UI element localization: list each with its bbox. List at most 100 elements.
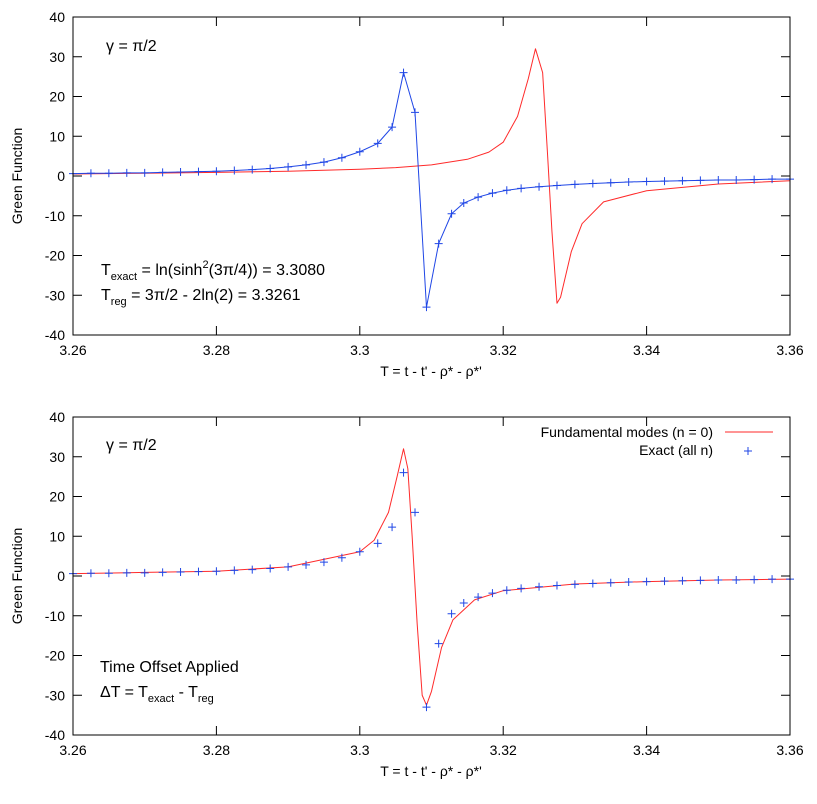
top-series-1-point bbox=[606, 178, 615, 187]
top-series-1-point bbox=[768, 175, 777, 184]
bottom-series-1-point bbox=[588, 579, 597, 588]
bottom-y-tick-label: -40 bbox=[45, 727, 65, 743]
bottom-series-1-point bbox=[319, 558, 328, 567]
bottom-y-tick-label: -30 bbox=[45, 687, 65, 703]
top-series-1-point bbox=[230, 166, 239, 175]
bottom-series-1-point bbox=[355, 547, 364, 556]
bottom-plot-frame bbox=[72, 416, 791, 736]
top-y-tick-label: -40 bbox=[45, 327, 65, 343]
bottom-series-1-point bbox=[388, 523, 397, 532]
top-series-1-point bbox=[535, 182, 544, 191]
top-series-1-point bbox=[624, 177, 633, 186]
bottom-series-1-point bbox=[732, 575, 741, 584]
legend-label-fundamental: Fundamental modes (n = 0) bbox=[541, 424, 713, 440]
bottom-series-1-point bbox=[158, 568, 167, 577]
bottom-series-1-point bbox=[411, 508, 420, 517]
bottom-series-1-point bbox=[434, 639, 443, 648]
top-x-tick-labels: 3.26 3.28 3.3 3.32 3.34 3.36 bbox=[59, 342, 803, 358]
top-series-1-point bbox=[488, 189, 497, 198]
top-series-1-point bbox=[678, 176, 687, 185]
bottom-series-1-point bbox=[447, 609, 456, 618]
bottom-series-1-point bbox=[660, 577, 669, 586]
top-series-1-point bbox=[459, 199, 468, 208]
bottom-x-tick-labels: 3.26 3.28 3.3 3.32 3.34 3.36 bbox=[59, 742, 803, 758]
top-series-1-point bbox=[660, 177, 669, 186]
bottom-series-1-point bbox=[750, 575, 759, 584]
top-y-tick-label: 0 bbox=[57, 168, 65, 184]
top-x-tick-label: 3.36 bbox=[776, 342, 803, 358]
bottom-y-tick-label: 40 bbox=[49, 409, 65, 425]
bottom-series-1-point bbox=[570, 580, 579, 589]
bottom-series-1-point bbox=[606, 578, 615, 587]
bottom-series-1-point bbox=[502, 586, 511, 595]
bottom-x-tick-label: 3.36 bbox=[776, 742, 803, 758]
bottom-series-1-point bbox=[104, 569, 113, 578]
top-x-tick-label: 3.28 bbox=[203, 342, 230, 358]
top-series-1-point bbox=[696, 176, 705, 185]
top-plot-frame bbox=[72, 16, 791, 336]
top-y-tick-label: -10 bbox=[45, 208, 65, 224]
top-series-1-point bbox=[122, 168, 131, 177]
offset-title-annotation: Time Offset Applied bbox=[100, 659, 239, 676]
top-series-1-point bbox=[502, 186, 511, 195]
bottom-series-1-point bbox=[194, 567, 203, 576]
bottom-series-1-point bbox=[302, 560, 311, 569]
bottom-gamma-annotation: γ = π/2 bbox=[106, 437, 157, 454]
bottom-series-1-point bbox=[459, 599, 468, 608]
bottom-series-0-line bbox=[72, 448, 791, 706]
bottom-y-axis-label: Green Function bbox=[9, 528, 25, 625]
bottom-series-1-point bbox=[535, 582, 544, 591]
bottom-series-1-point bbox=[86, 569, 95, 578]
bottom-x-tick-label: 3.26 bbox=[59, 742, 86, 758]
top-x-tick-label: 3.3 bbox=[350, 342, 370, 358]
legend-label-exact: Exact (all n) bbox=[639, 442, 713, 458]
bottom-y-tick-labels: 40 30 20 10 0 -10 -20 -30 -40 bbox=[45, 409, 65, 743]
bottom-x-tick-label: 3.34 bbox=[633, 742, 660, 758]
top-y-tick-label: 20 bbox=[49, 89, 65, 105]
bottom-series-1-point bbox=[488, 589, 497, 598]
top-x-tick-label: 3.34 bbox=[633, 342, 660, 358]
top-series-1-point bbox=[337, 153, 346, 162]
top-y-tick-label: 10 bbox=[49, 128, 65, 144]
bottom-series-lines bbox=[72, 448, 791, 706]
top-series-1-point bbox=[642, 177, 651, 186]
top-series-1-point bbox=[474, 193, 483, 202]
top-series-1-point bbox=[248, 165, 257, 174]
top-series-1-point bbox=[319, 158, 328, 167]
top-y-axis-label: Green Function bbox=[9, 128, 25, 225]
bottom-series-1-point bbox=[248, 565, 257, 574]
bottom-series-1-point bbox=[642, 577, 651, 586]
legend: Fundamental modes (n = 0) Exact (all n) bbox=[541, 424, 773, 458]
bottom-x-tick-label: 3.3 bbox=[350, 742, 370, 758]
top-series-markers bbox=[69, 68, 794, 312]
bottom-series-1-point bbox=[422, 703, 431, 712]
bottom-series-markers bbox=[69, 468, 794, 712]
bottom-series-1-point bbox=[678, 576, 687, 585]
bottom-y-tick-label: 30 bbox=[49, 449, 65, 465]
bottom-y-tick-label: 10 bbox=[49, 528, 65, 544]
bottom-y-tick-label: -20 bbox=[45, 648, 65, 664]
top-series-1-point bbox=[732, 175, 741, 184]
bottom-series-1-point bbox=[768, 575, 777, 584]
top-series-1-point bbox=[176, 168, 185, 177]
top-series-1-point bbox=[517, 184, 526, 193]
bottom-series-1-point bbox=[140, 568, 149, 577]
bottom-y-tick-label: 20 bbox=[49, 489, 65, 505]
top-x-tick-label: 3.32 bbox=[490, 342, 517, 358]
top-texact-annotation: Texact = ln(sinh2(3π/4)) = 3.3080 bbox=[101, 259, 325, 283]
bottom-series-1-point bbox=[474, 593, 483, 602]
bottom-series-1-point bbox=[212, 567, 221, 576]
bottom-series-1-point bbox=[176, 568, 185, 577]
top-y-tick-labels: 40 30 20 10 0 -10 -20 -30 -40 bbox=[45, 9, 65, 343]
bottom-x-tick-label: 3.32 bbox=[490, 742, 517, 758]
offset-equation-annotation: ΔT = Texact - Treg bbox=[100, 684, 214, 705]
bottom-series-1-point bbox=[122, 568, 131, 577]
bottom-series-1-point bbox=[399, 468, 408, 477]
top-series-1-point bbox=[714, 175, 723, 184]
legend-swatch-exact bbox=[744, 447, 752, 455]
top-series-1-point bbox=[266, 164, 275, 173]
top-y-tick-label: -20 bbox=[45, 248, 65, 264]
top-panel: 40 30 20 10 0 -10 -20 -30 -40 3.26 3.28 3.3 3.32 3.3… bbox=[9, 9, 804, 379]
bottom-series-1-point bbox=[266, 564, 275, 573]
top-series-1-point bbox=[388, 123, 397, 132]
